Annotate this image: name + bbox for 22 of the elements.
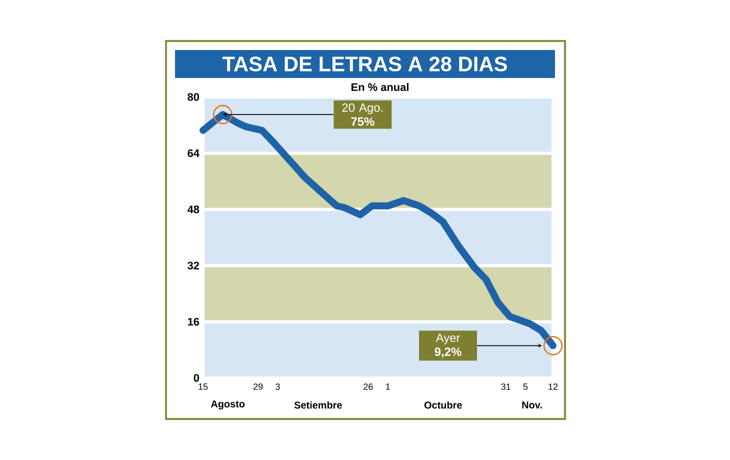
x-tick-label: 15 xyxy=(198,384,208,390)
y-tick-label: 64 xyxy=(188,149,200,158)
x-tick-label: 12 xyxy=(548,384,558,390)
x-tick-label: 1 xyxy=(386,384,390,390)
y-tick-label: 0 xyxy=(194,374,200,382)
y-tick-label: 32 xyxy=(188,262,200,270)
x-tick-label: 31 xyxy=(501,384,510,390)
annotation: 20 Ago. 75% xyxy=(342,103,383,126)
text: Nov. xyxy=(522,402,542,408)
y-tick-label: 48 xyxy=(187,206,200,214)
chart-title: TASA DE LETRAS A 28 DIAS xyxy=(222,56,507,72)
annotation: Ayer 9,2% xyxy=(434,334,462,358)
chart-subtitle: En % anual xyxy=(352,82,408,92)
y-tick-label: 80 xyxy=(188,93,200,101)
y-tick-label: 16 xyxy=(188,318,200,326)
x-tick-label: 26 xyxy=(364,384,373,390)
text: Agosto xyxy=(210,400,245,410)
text: Setiembre xyxy=(294,401,342,409)
x-tick-label: 5 xyxy=(523,384,528,390)
text: Octubre xyxy=(424,401,462,409)
x-tick-label: 29 xyxy=(254,384,263,390)
x-tick-label: 3 xyxy=(276,384,280,390)
